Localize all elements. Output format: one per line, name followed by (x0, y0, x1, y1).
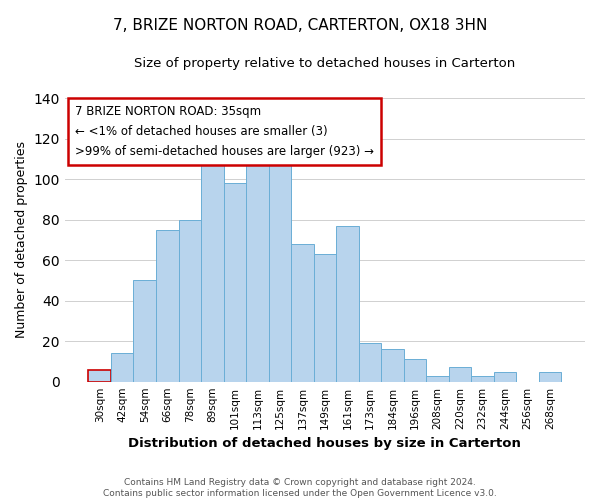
Bar (314, 254, 336, 382)
Bar (359, 343, 381, 382)
Bar (133, 280, 156, 382)
Bar (404, 360, 426, 382)
Bar (269, 163, 291, 382)
Bar (224, 183, 246, 382)
Text: 7, BRIZE NORTON ROAD, CARTERTON, OX18 3HN: 7, BRIZE NORTON ROAD, CARTERTON, OX18 3H… (113, 18, 487, 32)
Text: 7 BRIZE NORTON ROAD: 35sqm
← <1% of detached houses are smaller (3)
>99% of semi: 7 BRIZE NORTON ROAD: 35sqm ← <1% of deta… (75, 105, 374, 158)
Bar (426, 376, 449, 382)
Bar (88, 370, 111, 382)
Bar (291, 244, 314, 382)
Bar (179, 220, 201, 382)
Bar (201, 142, 224, 382)
Bar (246, 148, 269, 382)
X-axis label: Distribution of detached houses by size in Carterton: Distribution of detached houses by size … (128, 437, 521, 450)
Bar (156, 230, 179, 382)
Bar (471, 376, 494, 382)
Bar (494, 372, 517, 382)
Bar (381, 350, 404, 382)
Title: Size of property relative to detached houses in Carterton: Size of property relative to detached ho… (134, 58, 515, 70)
Text: Contains HM Land Registry data © Crown copyright and database right 2024.
Contai: Contains HM Land Registry data © Crown c… (103, 478, 497, 498)
Y-axis label: Number of detached properties: Number of detached properties (15, 142, 28, 338)
Bar (449, 368, 471, 382)
Bar (336, 226, 359, 382)
Bar (539, 372, 562, 382)
Bar (111, 354, 133, 382)
